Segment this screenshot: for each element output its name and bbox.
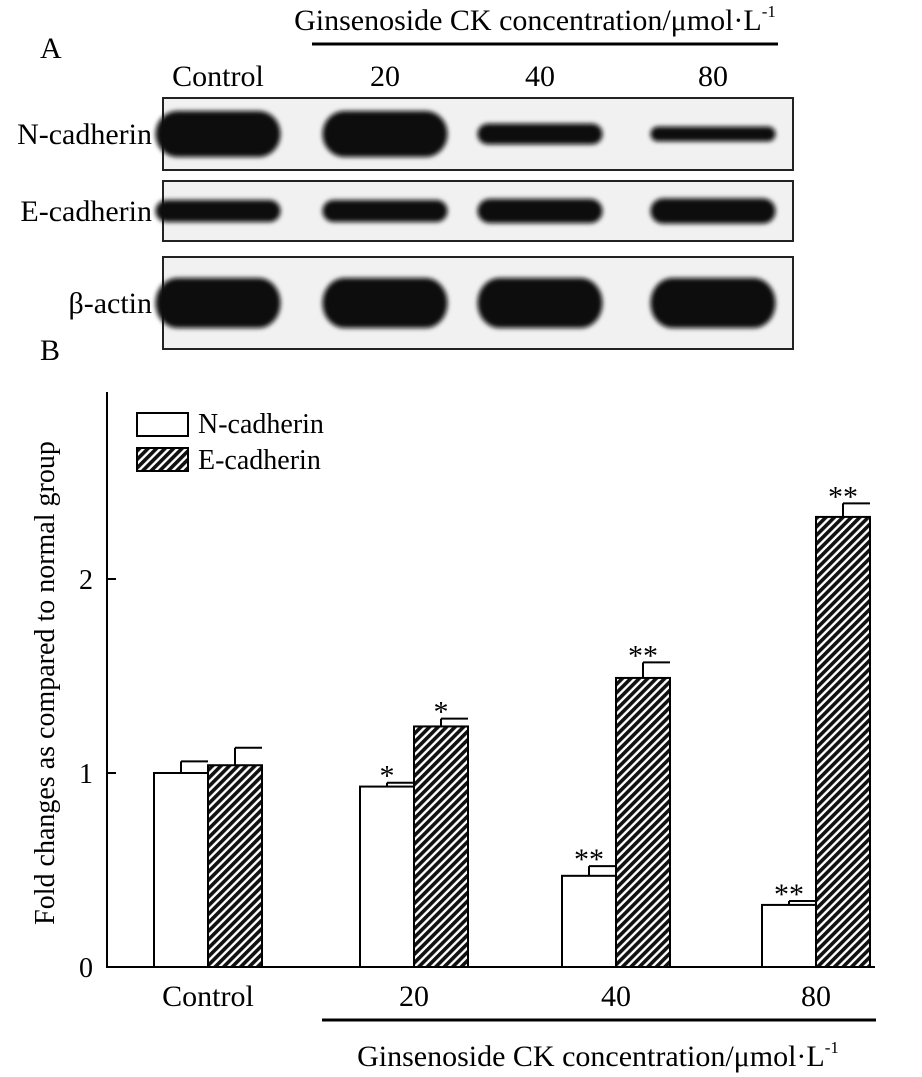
significance-mark-e-cadherin-80: ** (828, 480, 858, 513)
bar-n-cadherin-40 (561, 874, 617, 969)
blot-header-label: Ginsenoside CK concentration/μmol·L-1 (294, 2, 776, 37)
y-axis-label: Fold changes as compared to normal group (30, 441, 61, 925)
x-category-labels: Control 20 40 80 (162, 980, 831, 1013)
blot-band-e-cadherin-control (155, 200, 281, 222)
legend: N-cadherin E-cadherin (136, 409, 324, 476)
significance-mark-e-cadherin-20: * (434, 696, 449, 729)
significance-mark-n-cadherin-80: ** (774, 878, 804, 911)
bar-n-cadherin-control (153, 772, 209, 968)
blot-band-e-cadherin-20 (322, 200, 448, 222)
blot-row-label: β-actin (68, 287, 152, 320)
blots: N-cadherin E-cadherin β-actin (17, 97, 794, 350)
blot-band-n-cadherin-control (155, 111, 281, 157)
significance-mark-n-cadherin-20: * (380, 760, 395, 793)
y-tick-label-1: 1 (79, 759, 93, 790)
lane-label-80: 80 (698, 60, 728, 93)
legend-label-e-cadherin: E-cadherin (198, 445, 321, 476)
panel-a: A Ginsenoside CK concentration/μmol·L-1 … (17, 2, 794, 350)
lane-label-control: Control (172, 60, 264, 93)
blot-header-superscript: -1 (762, 2, 776, 21)
legend-label-n-cadherin: N-cadherin (198, 409, 324, 440)
x-tick-label-20: 20 (399, 980, 429, 1013)
blot-band-e-cadherin-80 (650, 198, 776, 224)
significance-mark-e-cadherin-40: ** (628, 639, 658, 672)
bar-n-cadherin-20 (359, 785, 415, 969)
lane-label-40: 40 (525, 60, 555, 93)
y-tick-label-0: 0 (79, 953, 93, 984)
legend-swatch-e-cadherin (136, 447, 189, 472)
blot-row-n-cadherin: N-cadherin (17, 97, 794, 171)
y-ticks: 0 1 2 (79, 565, 116, 984)
blot-band-actin-control (155, 278, 281, 328)
blot-band-actin-80 (650, 278, 776, 328)
bar-n-cadherin-80 (761, 903, 817, 968)
blot-band-actin-20 (322, 278, 448, 328)
y-tick-label-2: 2 (79, 565, 93, 596)
x-tick-label-control: Control (162, 980, 254, 1013)
blot-band-n-cadherin-40 (477, 123, 603, 145)
blot-row-label: E-cadherin (20, 195, 152, 228)
panel-a-letter: A (40, 32, 62, 65)
blot-band-n-cadherin-80 (650, 126, 776, 142)
x-axis-label: Ginsenoside CK concentration/μmol·L-1 (357, 1038, 839, 1073)
legend-swatch-n-cadherin (136, 412, 189, 437)
x-axis-label-text: Ginsenoside CK concentration/μmol·L (357, 1040, 825, 1073)
lane-label-20: 20 (370, 60, 400, 93)
panel-b-letter: B (40, 334, 60, 367)
bars: ********** (153, 480, 871, 969)
significance-mark-n-cadherin-40: ** (574, 843, 604, 876)
bar-e-cadherin-20 (413, 725, 469, 968)
x-tick-label-80: 80 (801, 980, 831, 1013)
lane-labels: Control 20 40 80 (172, 60, 728, 93)
x-axis-label-superscript: -1 (825, 1038, 839, 1057)
x-tick-label-40: 40 (601, 980, 631, 1013)
blot-band-actin-40 (477, 278, 603, 328)
blot-band-e-cadherin-40 (477, 198, 603, 224)
bar-e-cadherin-80 (815, 515, 871, 968)
blot-band-n-cadherin-20 (322, 111, 448, 157)
bar-e-cadherin-40 (615, 676, 671, 968)
blot-row-actin: β-actin (68, 256, 794, 350)
panel-b: B Fold changes as compared to normal gro… (30, 334, 876, 1073)
blot-row-label: N-cadherin (17, 118, 152, 151)
bar-e-cadherin-control (207, 764, 263, 968)
blot-header-text: Ginsenoside CK concentration/μmol·L (294, 4, 762, 37)
blot-row-e-cadherin: E-cadherin (20, 180, 794, 242)
